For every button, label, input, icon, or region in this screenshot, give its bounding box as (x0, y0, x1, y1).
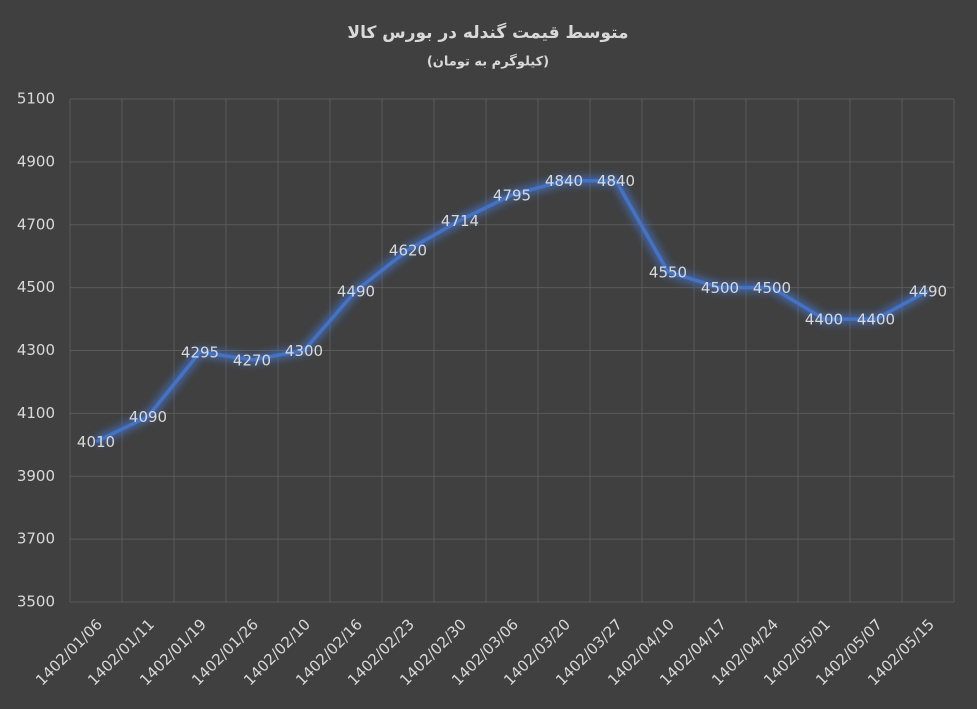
data-label: 4400 (805, 311, 843, 329)
y-tick-label: 4700 (17, 215, 55, 233)
data-label: 4090 (129, 408, 167, 426)
chart-title: متوسط قیمت گندله در بورس کالا (347, 22, 628, 43)
data-label: 4840 (597, 172, 635, 190)
data-label: 4620 (389, 241, 427, 259)
data-label: 4550 (649, 263, 687, 281)
chart-subtitle: (کیلوگرم به تومان) (427, 54, 549, 70)
y-tick-label: 4500 (17, 278, 55, 296)
y-tick-label: 3900 (17, 467, 55, 485)
data-label: 4400 (857, 311, 895, 329)
data-label: 4490 (337, 282, 375, 300)
y-tick-label: 4900 (17, 152, 55, 170)
data-label: 4270 (233, 351, 271, 369)
y-tick-label: 4100 (17, 404, 55, 422)
y-tick-label: 3500 (17, 593, 55, 611)
data-label: 4840 (545, 172, 583, 190)
y-tick-label: 5100 (17, 90, 55, 108)
data-label: 4490 (909, 282, 947, 300)
data-label: 4500 (701, 279, 739, 297)
y-tick-label: 4300 (17, 341, 55, 359)
data-label: 4714 (441, 212, 479, 230)
data-label: 4300 (285, 342, 323, 360)
data-label: 4010 (77, 433, 115, 451)
line (95, 178, 929, 444)
y-tick-label: 3700 (17, 530, 55, 548)
data-label: 4500 (753, 279, 791, 297)
data-label: 4295 (181, 344, 219, 362)
data-label: 4795 (493, 186, 531, 204)
